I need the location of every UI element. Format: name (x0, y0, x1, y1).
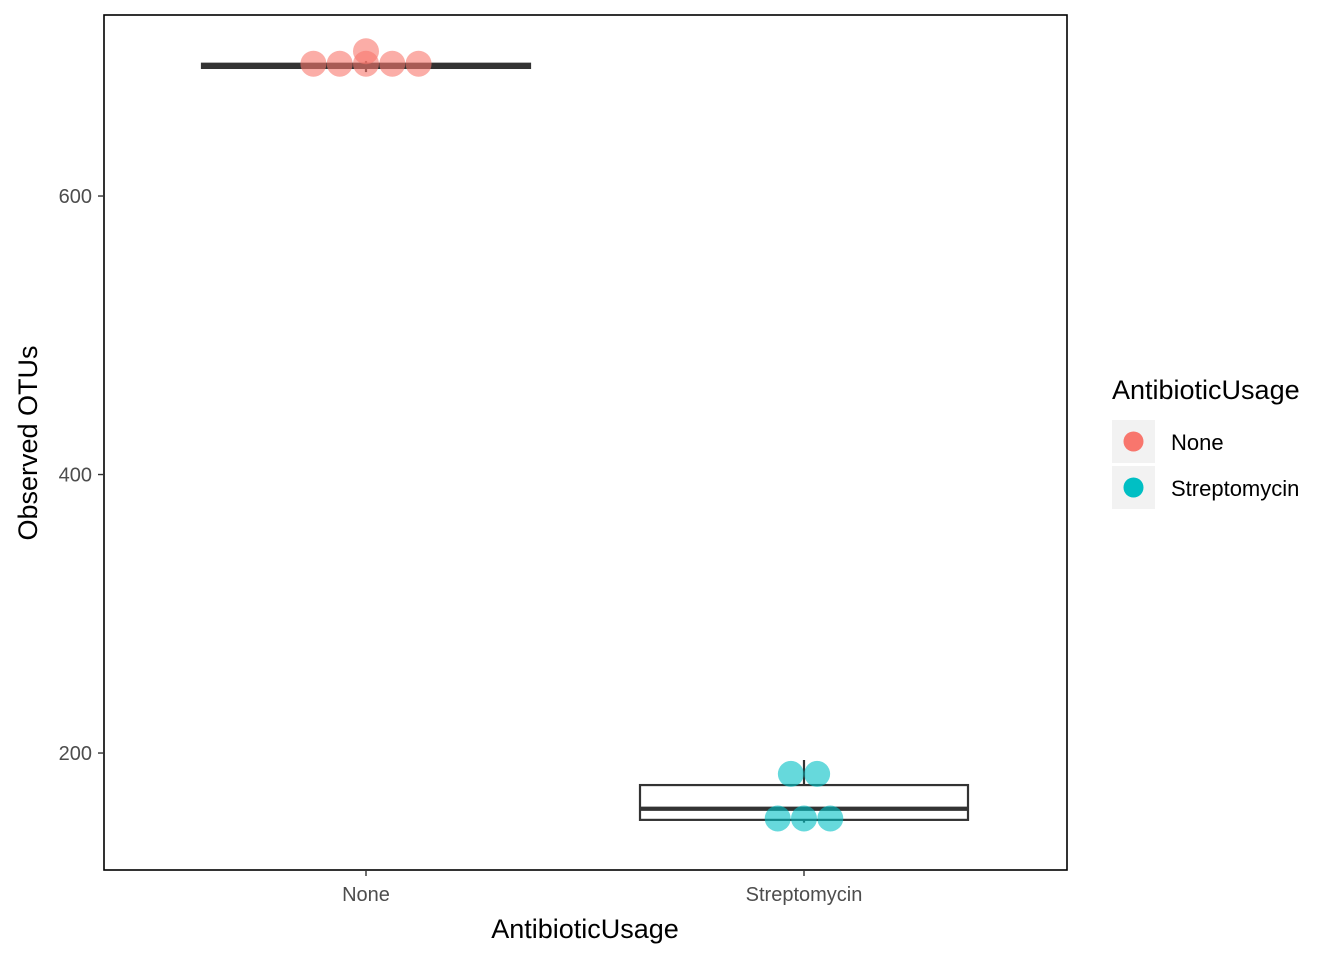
y-tick-label-400: 400 (59, 465, 92, 487)
point-none-1 (326, 50, 353, 77)
legend-label-streptomycin: Streptomycin (1171, 476, 1299, 501)
legend-label-none: None (1171, 430, 1224, 455)
point-streptomycin-8 (764, 805, 791, 832)
legend-key-streptomycin (1123, 477, 1144, 498)
point-streptomycin-9 (791, 805, 817, 832)
x-tick-label-none: None (342, 884, 390, 906)
point-none-0 (300, 50, 327, 77)
point-streptomycin-7 (804, 760, 831, 787)
point-streptomycin-6 (777, 760, 804, 787)
legend-title: AntibioticUsage (1112, 375, 1300, 405)
legend-entry-none: None (1112, 420, 1224, 463)
point-none-5 (353, 38, 379, 65)
point-none-3 (379, 50, 406, 77)
point-none-4 (405, 50, 432, 77)
axis-layer: 200 400 600 None Streptomycin (59, 186, 863, 906)
y-tick-label-600: 600 (59, 186, 92, 208)
legend-entry-streptomycin: Streptomycin (1112, 466, 1299, 509)
panel-border (103, 14, 1068, 871)
y-tick-label-200: 200 (59, 743, 92, 765)
x-tick-label-streptomycin: Streptomycin (746, 884, 863, 906)
point-layer (300, 38, 844, 832)
legend-key-none (1123, 431, 1144, 452)
x-axis-title: AntibioticUsage (491, 914, 679, 944)
legend: AntibioticUsage None Streptomycin (1112, 375, 1300, 509)
plot-panel (103, 14, 1068, 871)
y-axis-title: Observed OTUs (13, 345, 43, 540)
point-streptomycin-10 (817, 805, 844, 832)
